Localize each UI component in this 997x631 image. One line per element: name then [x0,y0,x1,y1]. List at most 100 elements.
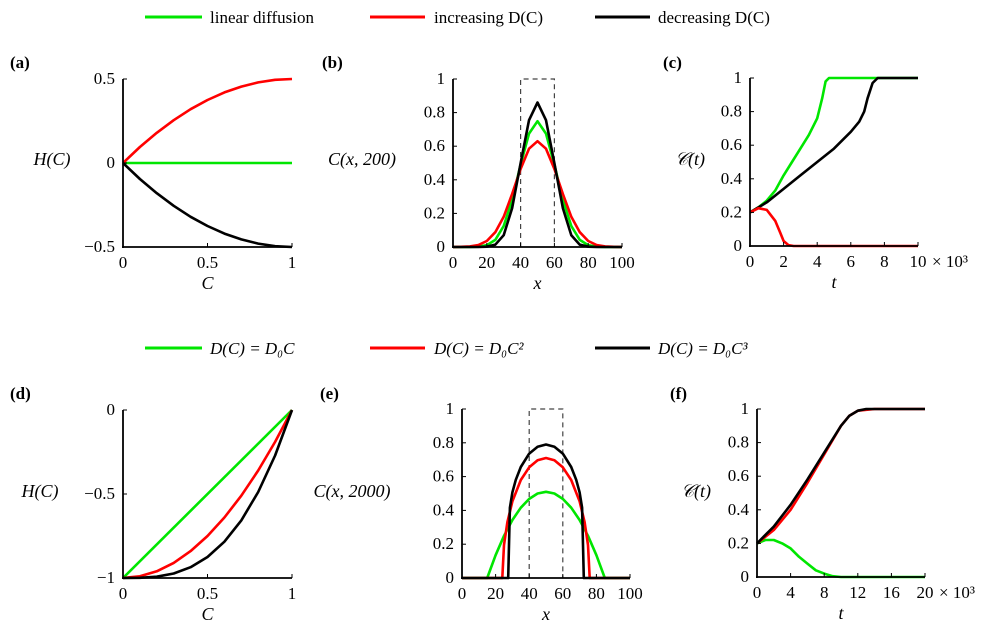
x-tick-label: 100 [617,584,643,603]
y-tick-label: 0.2 [433,534,454,553]
y-axis-label: H(C) [33,149,71,170]
y-tick-label: 0.6 [728,466,749,485]
series-line-0 [749,76,918,214]
y-tick-label: 0 [741,567,750,586]
panel-a: (a)0 0.5 1−0.500.5CH(C) [10,53,296,293]
y-tick-label: 0 [437,237,446,256]
panel-e: (e) 0 20 40 60 80 100 0 0.2 0.4 0.6 0.8 1 x C(x, 2000) [314,384,643,624]
y-tick-label: 0.2 [728,533,749,552]
legend-bottom: D(C) = D₀C D(C) = D₀C² D(C) = D₀C³ [145,339,748,358]
y-tick-label: 0 [107,400,116,419]
y-tick-label: 0.5 [94,69,115,88]
series-line-1 [462,456,630,580]
series-line-0 [756,538,925,579]
x-axis-label: t [831,272,837,292]
y-tick-label: 1 [741,399,750,418]
panel-label: (a) [10,53,30,72]
x-tick-label: 20 [487,584,504,603]
y-axis-label: 𝒞(t) [675,149,705,170]
x-multiplier: × 10³ [939,583,975,602]
legend-label-decreasing: decreasing D(C) [658,8,770,27]
x-tick-label: 8 [820,583,829,602]
y-tick-label: 0.8 [721,102,742,121]
y-tick-label: 1 [734,68,743,87]
x-tick-label: 20 [917,583,934,602]
legend-label-increasing: increasing D(C) [434,8,543,27]
x-tick-label: 0 [119,253,128,272]
x-tick-label: 0.5 [197,584,218,603]
panel-label: (b) [322,53,343,72]
x-axis-label: C [201,604,214,624]
y-axis-label: H(C) [21,481,59,502]
x-tick-label: 0.5 [197,253,218,272]
series-line-0 [122,409,293,579]
y-tick-label: 0.8 [433,433,454,452]
y-tick-label: −1 [97,568,115,587]
x-tick-label: 8 [880,252,889,271]
y-tick-label: −0.5 [84,237,115,256]
x-tick-label: 10 [910,252,927,271]
series-line-2 [756,407,925,545]
series-line-1 [452,139,623,249]
x-tick-label: 80 [588,584,605,603]
x-tick-label: 2 [779,252,788,271]
y-tick-label: 1 [446,399,455,418]
x-tick-label: 0 [119,584,128,603]
y-tick-label: 0.6 [424,136,445,155]
x-tick-label: 80 [580,253,597,272]
y-tick-label: 0.8 [728,433,749,452]
x-tick-label: 1 [288,253,297,272]
x-tick-label: 60 [554,584,571,603]
series-line-1 [756,407,925,545]
panel-d: (d) 0 0.5 1 −1 −0.5 0 C H(C) [10,384,296,624]
x-tick-label: 40 [512,253,529,272]
legend-top: linear diffusion increasing D(C) decreas… [145,8,770,27]
x-tick-label: 0 [449,253,458,272]
x-tick-label: 0 [746,252,755,271]
series-line-1 [122,77,293,164]
panel-b: (b) 0 20 40 60 80 100 0 0.2 0.4 0.6 0.8 1 x C(x, 200) [322,53,635,293]
x-multiplier: × 10³ [932,252,968,271]
series-line-2 [462,443,630,580]
initial-condition-box [528,408,564,578]
y-tick-label: 1 [437,69,446,88]
y-axis-label: C(x, 2000) [314,481,391,502]
y-tick-label: 0.6 [721,135,742,154]
x-tick-label: 1 [288,584,297,603]
x-axis-label: x [541,604,550,624]
panel-c: (c) 0 2 4 6 8 10 0 0.2 0.4 0.6 0.8 1 × 10³ t 𝒞(t) [663,53,968,292]
y-axis-label: 𝒞(t) [681,481,711,502]
y-tick-label: 0.8 [424,103,445,122]
series-line-1 [749,76,918,214]
x-axis-label: x [533,273,542,293]
x-tick-label: 60 [546,253,563,272]
x-tick-label: 0 [753,583,762,602]
legend-label-n2: D(C) = D₀C² [433,339,524,358]
x-tick-label: 20 [478,253,495,272]
series-line-0 [462,490,630,580]
x-axis-label: t [838,603,844,623]
x-tick-label: 16 [883,583,900,602]
legend-label-linear: linear diffusion [210,8,315,27]
x-tick-label: 0 [458,584,467,603]
panel-f: (f) 0 4 8 12 16 20 0 0.2 0.4 0.6 0.8 1 × 10³ t 𝒞(t) [670,384,975,623]
y-axis-label: C(x, 200) [328,149,396,170]
x-axis-label: C [201,273,214,293]
x-tick-label: 4 [813,252,822,271]
x-tick-label: 12 [849,583,866,602]
y-tick-label: 0 [446,568,455,587]
y-tick-label: 0.4 [728,500,750,519]
x-tick-label: 40 [521,584,538,603]
series-line-2 [749,206,918,248]
series-line-1 [122,409,294,580]
y-tick-label: 0 [107,153,116,172]
series-line-2 [453,101,622,249]
series-line-2 [122,409,294,580]
y-tick-label: 0.4 [433,500,455,519]
y-tick-label: 0.2 [721,202,742,221]
panel-label: (e) [320,384,339,403]
x-tick-label: 4 [786,583,795,602]
panel-label: (d) [10,384,31,403]
legend-label-n3: D(C) = D₀C³ [657,339,748,358]
y-tick-label: 0.4 [721,169,743,188]
